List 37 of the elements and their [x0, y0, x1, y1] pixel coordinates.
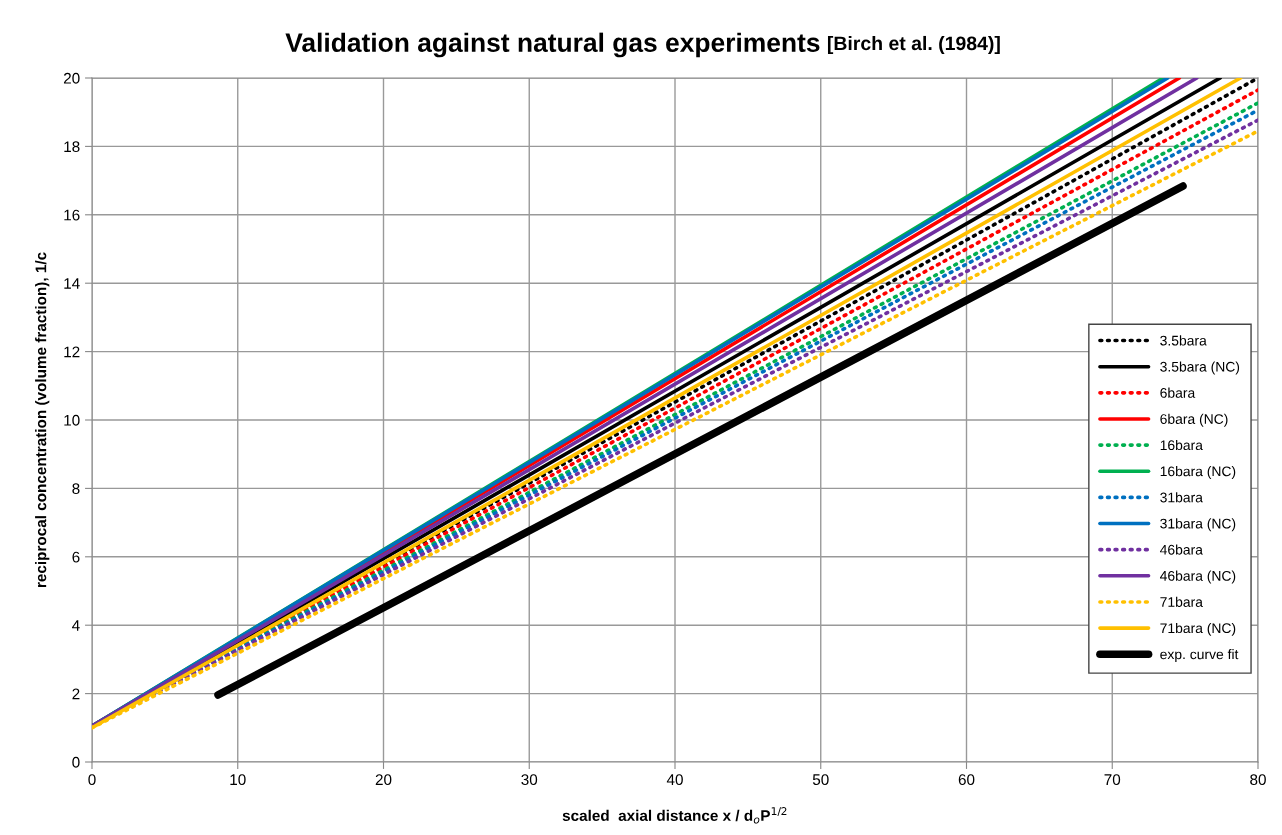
- legend-label: 3.5bara (NC): [1160, 361, 1240, 375]
- legend-label: 6bara (NC): [1160, 413, 1228, 427]
- x-tick-label: 10: [230, 774, 246, 786]
- y-tick-label: 10: [64, 414, 80, 426]
- legend-label: 31bara (NC): [1160, 518, 1236, 532]
- x-tick-label: 50: [812, 774, 829, 786]
- x-tick-label: 0: [88, 774, 96, 786]
- y-tick-label: 18: [64, 141, 80, 153]
- y-tick-label: 4: [72, 620, 80, 631]
- x-tick-label: 40: [666, 774, 683, 786]
- legend-label: 46bara: [1159, 544, 1203, 555]
- legend-label: exp. curve fit: [1160, 649, 1239, 662]
- x-axis-title: scaled axial distance x / d$_{o}$P$^{1/2}$: [562, 807, 787, 824]
- x-tick-label: 80: [1250, 774, 1266, 786]
- y-tick-label: 0: [72, 756, 80, 768]
- y-tick-label: 14: [64, 278, 80, 289]
- y-tick-label: 8: [72, 483, 80, 495]
- x-tick-label: 20: [375, 774, 392, 786]
- legend-label: 46bara (NC): [1159, 570, 1236, 584]
- legend-label: 71bara (NC): [1160, 622, 1236, 636]
- legend-label: 31bara: [1160, 492, 1203, 503]
- x-tick-label: 70: [1104, 774, 1121, 786]
- legend-label: 71bara: [1160, 596, 1203, 607]
- legend-label: 3.5bara: [1160, 335, 1207, 346]
- chart-subtitle: [Birch et al. (1984)]: [827, 35, 1000, 55]
- y-tick-label: 6: [72, 551, 80, 563]
- legend-label: 16bara (NC): [1160, 466, 1236, 479]
- x-tick-label: 60: [958, 774, 975, 786]
- chart-title: Validation against natural gas experiments: [285, 32, 820, 58]
- y-tick-label: 12: [64, 346, 80, 358]
- legend-label: 16bara: [1160, 439, 1203, 451]
- legend-label: 6bara: [1160, 387, 1196, 398]
- y-tick-label: 20: [63, 72, 80, 84]
- y-tick-label: 2: [72, 688, 80, 700]
- x-tick-label: 30: [521, 774, 538, 786]
- y-axis-title: reciprocal concentration (volume fraction), 1/c: [35, 252, 50, 588]
- y-tick-label: 16: [64, 209, 80, 221]
